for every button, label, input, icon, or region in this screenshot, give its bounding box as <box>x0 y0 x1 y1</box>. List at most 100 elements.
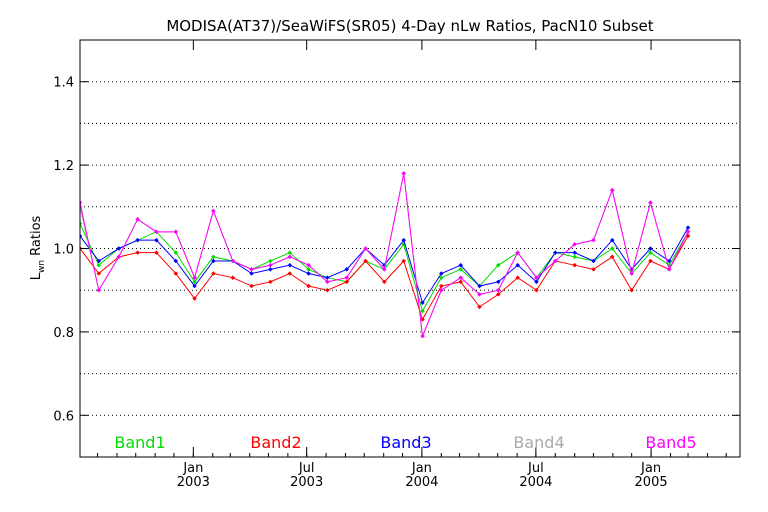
y-tick-label: 0.8 <box>53 326 74 341</box>
data-point-band3 <box>458 262 464 268</box>
data-point-band5 <box>192 275 197 281</box>
data-point-band3 <box>477 283 482 289</box>
data-point-band2 <box>572 262 578 268</box>
data-point-band2 <box>287 271 293 276</box>
data-point-band1 <box>458 266 464 272</box>
data-point-band3 <box>666 258 672 264</box>
x-tick-label-year: 2004 <box>405 475 438 490</box>
y-tick-label: 1.2 <box>53 159 74 174</box>
data-point-band5 <box>363 246 368 251</box>
data-point-band3 <box>135 237 140 243</box>
data-point-band5 <box>477 292 482 297</box>
data-point-band2 <box>173 271 179 276</box>
data-point-band5 <box>154 229 159 235</box>
legend-item-band3: Band3 <box>380 433 431 452</box>
x-tick-label-year: 2005 <box>635 475 668 490</box>
data-point-band1 <box>495 262 501 268</box>
data-point-band2 <box>363 258 368 264</box>
data-point-band3 <box>287 262 293 268</box>
data-point-band3 <box>552 250 558 256</box>
legend: Band1 Band2 Band3 Band4 Band5 <box>114 433 696 452</box>
x-tick-label-month: Jan <box>411 461 432 476</box>
data-point-band5 <box>591 237 596 243</box>
data-point-band5 <box>268 262 273 268</box>
data-point-band5 <box>96 287 102 293</box>
data-point-band3 <box>306 271 311 276</box>
data-point-band3 <box>420 300 425 306</box>
data-point-band5 <box>609 187 615 193</box>
data-point-band3 <box>96 258 102 264</box>
y-axis-label-main: L <box>29 272 44 280</box>
data-point-band5 <box>648 200 653 205</box>
data-point-band1 <box>420 308 425 314</box>
data-point-band3 <box>116 246 122 251</box>
data-point-band5 <box>230 258 236 264</box>
data-point-band5 <box>685 229 691 235</box>
series-group <box>80 171 691 339</box>
data-point-band3 <box>534 279 539 285</box>
data-point-band5 <box>552 258 558 264</box>
data-point-band2 <box>495 292 501 297</box>
y-axis-label-rest: Ratios <box>29 215 44 260</box>
data-point-band5 <box>629 271 635 276</box>
data-point-band2 <box>648 258 653 264</box>
data-point-band5 <box>401 171 407 176</box>
data-point-band2 <box>230 275 236 281</box>
data-point-band3 <box>572 250 578 256</box>
data-point-band2 <box>324 287 330 293</box>
data-point-band1 <box>96 262 102 268</box>
data-point-band3 <box>344 266 350 272</box>
data-point-band5 <box>420 333 425 339</box>
y-axis-label-sub: wn <box>37 260 47 273</box>
data-point-band5 <box>381 266 387 272</box>
data-point-band5 <box>495 287 501 293</box>
data-point-band5 <box>438 287 444 293</box>
y-tick-label: 1.4 <box>53 76 74 91</box>
data-point-band5 <box>116 254 122 260</box>
x-tick-label-month: Jul <box>298 461 315 476</box>
data-point-band2 <box>211 271 216 276</box>
data-point-band3 <box>154 237 159 243</box>
data-point-band2 <box>458 279 464 285</box>
data-point-band1 <box>438 275 444 281</box>
data-point-band2 <box>154 250 159 256</box>
data-point-band2 <box>515 275 521 281</box>
x-tick-label-month: Jan <box>182 461 203 476</box>
data-point-band3 <box>609 237 615 243</box>
axis-layer: 0.60.81.01.21.4Jan2003Jul2003Jan2004Jul2… <box>53 40 740 490</box>
data-point-band1 <box>609 246 615 251</box>
data-point-band2 <box>344 279 350 285</box>
data-point-band2 <box>96 271 102 276</box>
data-point-band3 <box>173 258 179 264</box>
legend-item-band1: Band1 <box>114 433 165 452</box>
data-point-band2 <box>591 266 596 272</box>
data-point-band3 <box>401 237 407 243</box>
data-point-band5 <box>344 275 350 281</box>
data-point-band3 <box>268 266 273 272</box>
legend-item-band5: Band5 <box>645 433 696 452</box>
y-axis-label: Lwn Ratios <box>29 215 47 280</box>
data-point-band5 <box>324 279 330 285</box>
legend-item-band2: Band2 <box>250 433 301 452</box>
data-point-band2 <box>381 279 387 285</box>
data-point-band2 <box>249 283 254 289</box>
data-point-band3 <box>591 258 596 264</box>
x-tick-label-month: Jan <box>640 461 661 476</box>
data-point-band2 <box>420 317 425 322</box>
data-point-band2 <box>306 283 311 289</box>
chart-title: MODISA(AT37)/SeaWiFS(SR05) 4-Day nLw Rat… <box>166 17 653 35</box>
data-point-band2 <box>268 279 273 285</box>
data-point-band2 <box>629 287 635 293</box>
data-point-band2 <box>135 250 140 256</box>
data-point-band5 <box>534 275 539 281</box>
x-tick-label-month: Jul <box>527 461 544 476</box>
x-tick-label-year: 2003 <box>177 475 210 490</box>
data-point-band5 <box>458 275 464 281</box>
data-point-band2 <box>192 296 197 301</box>
data-point-band3 <box>211 258 216 264</box>
data-point-band1 <box>173 250 179 256</box>
data-point-band5 <box>135 216 140 222</box>
